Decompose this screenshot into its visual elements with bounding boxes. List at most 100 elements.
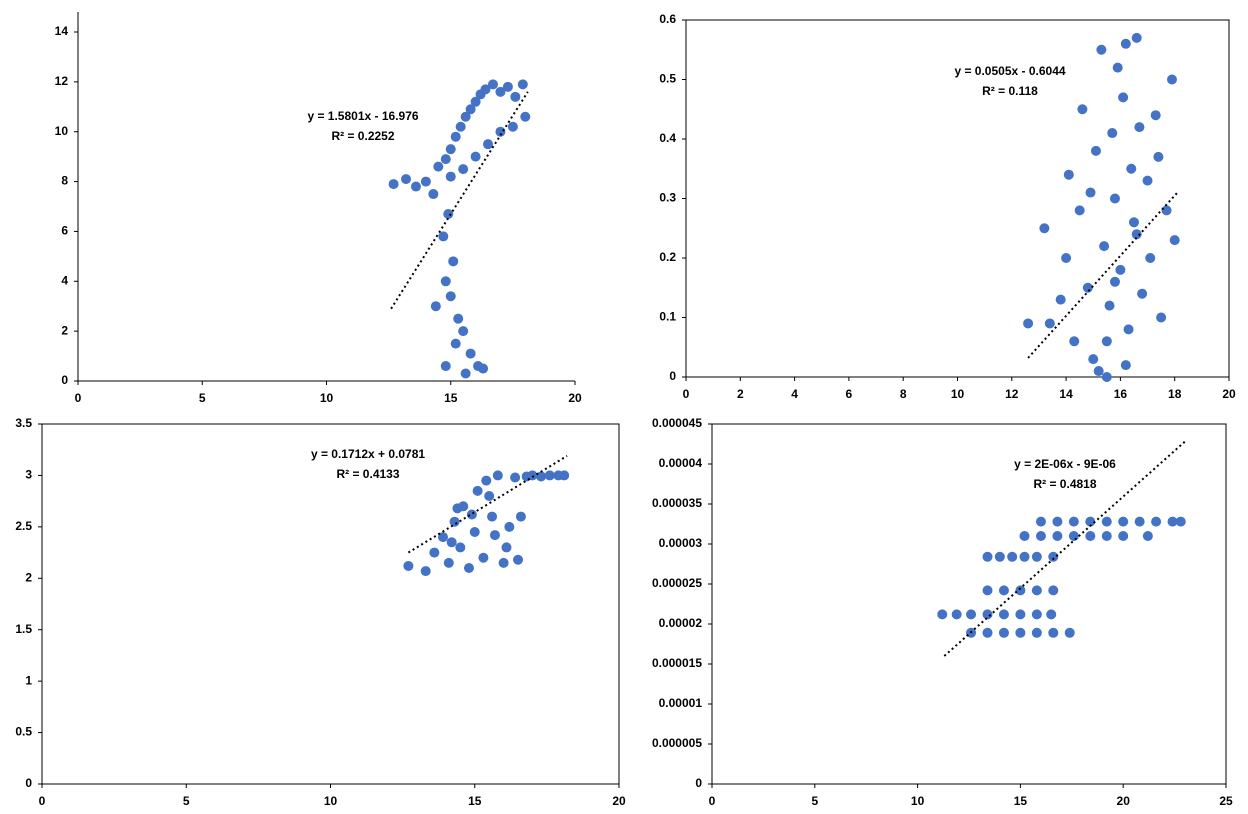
point [518,79,528,89]
point [520,112,530,122]
point [1110,277,1120,287]
point [499,558,509,568]
point [401,174,411,184]
y-tick-label: 0.5 [15,725,32,739]
point [411,182,421,192]
y-tick-label: 0.000035 [652,496,702,510]
x-tick-label: 10 [324,794,338,808]
point [441,276,451,286]
chart-grid: 0510152002468101214y = 1.5801x - 16.976R… [0,0,1248,814]
point [1153,152,1163,162]
point [478,553,488,563]
point [421,566,431,576]
x-tick-label: 18 [1168,387,1182,401]
point [1126,164,1136,174]
point [513,555,523,565]
y-tick-label: 0.6 [659,12,676,26]
point [983,628,993,638]
point [1143,531,1153,541]
point [1105,301,1115,311]
y-tick-label: 3 [25,468,32,482]
point [1045,318,1055,328]
point [1102,372,1112,382]
point [458,164,468,174]
point [1020,531,1030,541]
point [1083,283,1093,293]
trend-annotation: y = 1.5801x - 16.976 [307,109,418,123]
point [983,609,993,619]
x-tick-label: 8 [900,387,907,401]
point [1015,628,1025,638]
y-tick-label: 0.00002 [659,616,703,630]
point [1151,517,1161,527]
point [1118,531,1128,541]
point [1102,517,1112,527]
point [1039,223,1049,233]
point [458,326,468,336]
x-tick-label: 0 [75,391,82,405]
y-tick-label: 0 [669,369,676,383]
x-tick-label: 20 [612,794,626,808]
point [1102,336,1112,346]
point [1096,45,1106,55]
point [464,563,474,573]
point [1046,609,1056,619]
point [467,510,477,520]
point [1048,628,1058,638]
point [446,172,456,182]
point [493,470,503,480]
point [455,542,465,552]
y-tick-label: 8 [61,174,68,188]
point [473,486,483,496]
point [937,609,947,619]
point [446,144,456,154]
point [1115,265,1125,275]
x-tick-label: 0 [39,794,46,808]
point [1107,128,1117,138]
plot-frame [712,424,1226,784]
point [1176,517,1186,527]
trend-annotation: R² = 0.118 [982,84,1038,98]
point [1129,217,1139,227]
point [1151,110,1161,120]
point [421,177,431,187]
y-tick-label: 0.3 [659,191,676,205]
point [441,154,451,164]
y-tick-label: 12 [55,74,69,88]
point [1110,194,1120,204]
point [444,558,454,568]
point [1167,75,1177,85]
point [461,369,471,379]
point [490,530,500,540]
point [447,537,457,547]
point [1162,205,1172,215]
point [1121,360,1131,370]
point [1156,313,1166,323]
point [995,552,1005,562]
point [1020,552,1030,562]
point [471,152,481,162]
y-tick-label: 0.00001 [659,696,703,710]
point [1069,531,1079,541]
point [516,512,526,522]
point [1069,517,1079,527]
point [1052,531,1062,541]
point [1124,324,1134,334]
point [484,491,494,501]
trendline [944,442,1185,656]
point [966,609,976,619]
point [1137,289,1147,299]
point [545,470,555,480]
point [450,517,460,527]
y-tick-label: 0.1 [659,310,676,324]
y-tick-label: 1 [25,673,32,687]
point [999,609,1009,619]
y-tick-label: 2.5 [15,519,32,533]
point [1061,253,1071,263]
y-tick-label: 0 [25,776,32,790]
point [1085,531,1095,541]
point [999,628,1009,638]
x-tick-label: 5 [199,391,206,405]
y-tick-label: 0.000015 [652,656,702,670]
y-tick-label: 6 [61,224,68,238]
